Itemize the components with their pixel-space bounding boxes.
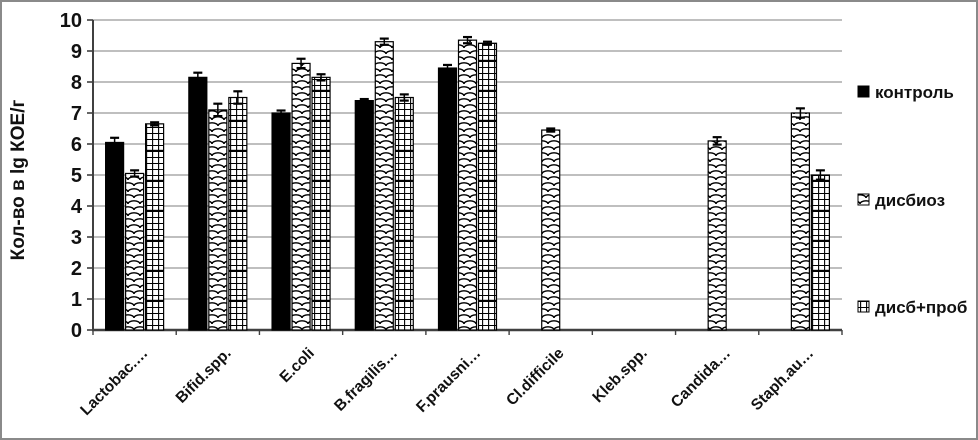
x-axis-label: Cl.difficile [503,345,568,410]
y-tick-label: 7 [71,103,82,125]
x-axis-label: Candida… [668,345,734,411]
legend-label: дисб+проб [875,298,967,317]
bar-s1-c2 [291,62,311,331]
bar-s1-c8 [790,112,810,331]
bar-s2-c8 [810,174,830,331]
legend: контроль дисбиоз дисб+проб [857,83,967,317]
bar-s2-c1 [228,96,248,331]
bar-s2-c0 [145,123,165,331]
bar-s1-c5 [541,129,561,331]
y-tick-label: 8 [71,72,82,94]
y-tick-label: 4 [71,196,83,218]
x-axis-label: Staph.au… [748,345,817,414]
y-tick-label: 0 [71,320,82,342]
x-axis-label: Lactobac.… [77,345,151,419]
bar-s1-c4 [457,39,478,331]
y-tick-label: 3 [71,227,82,249]
x-category-labels: Lactobac.… Bifid.spp. E.coli B.fragilis… F.p… [77,345,817,419]
y-tick-label: 6 [71,134,82,156]
y-tick-label: 5 [71,165,82,187]
bar-s0-c4 [437,67,458,331]
x-axis-label: Bifid.spp. [173,345,235,407]
x-axis-label: F.prausni… [413,345,484,416]
y-tick-labels: 0 1 2 3 4 5 6 7 8 9 10 [60,10,83,342]
bar-s1-c7 [707,140,727,331]
bar-s0-c3 [354,99,374,331]
bar-s1-c0 [125,172,145,331]
x-axis-label: B.fragilis… [331,345,401,415]
bar-s0-c1 [188,76,208,331]
y-tick-label: 10 [60,10,82,32]
legend-label: контроль [875,83,954,102]
bar-s2-c2 [311,76,331,331]
bar-s2-c4 [477,42,498,331]
bar-s1-c3 [374,41,394,331]
legend-swatch-scale [857,193,870,206]
legend-swatch-solid [857,85,870,98]
bar-s1-c1 [208,109,228,331]
legend-swatch-grid [857,300,870,313]
bar-s2-c3 [394,96,414,331]
bars [105,39,830,331]
bar-s0-c0 [105,141,125,331]
legend-label: дисбиоз [875,191,945,210]
x-axis-label: Kleb.spp. [589,345,650,406]
y-axis-title: Кол-во в lg КОЕ/г [8,100,29,261]
y-tick-label: 2 [71,258,82,280]
x-axis-label: E.coli [277,345,318,386]
y-tick-label: 1 [71,289,82,311]
y-tick-label: 9 [71,41,82,63]
error-bars [110,35,825,181]
bar-s0-c2 [271,112,291,331]
